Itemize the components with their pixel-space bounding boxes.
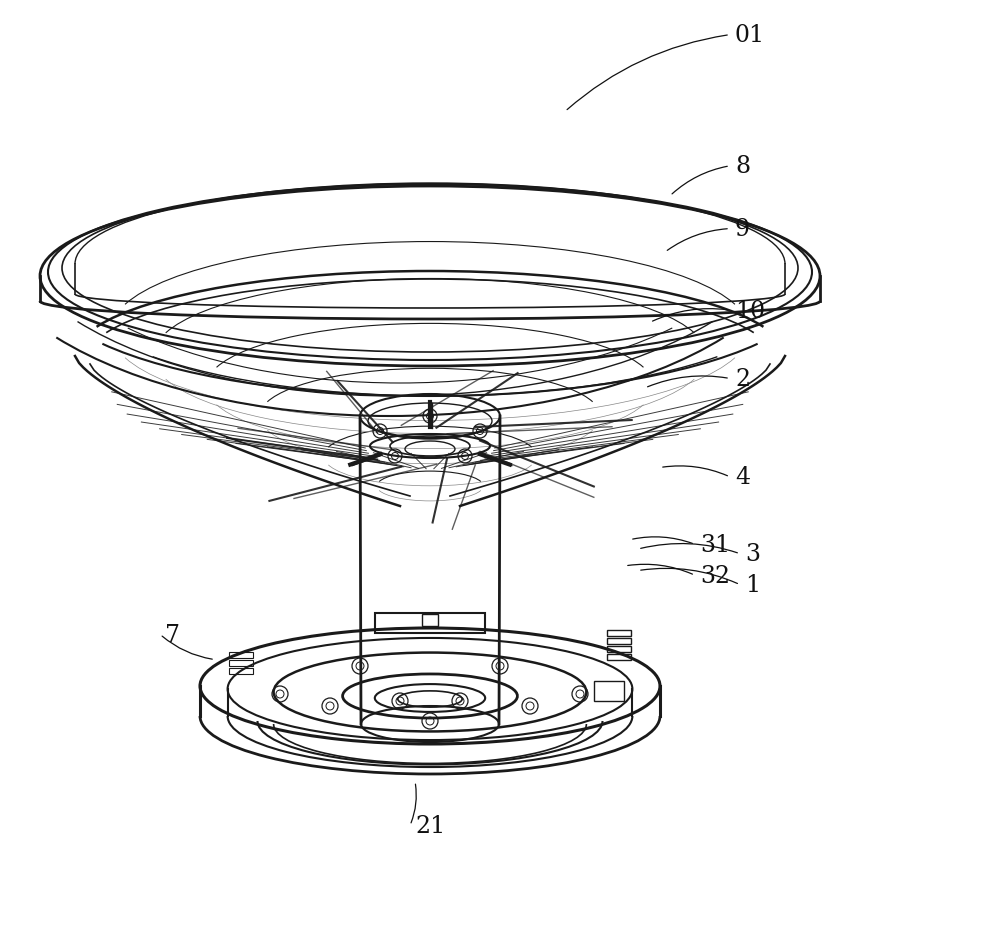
Bar	[607, 646, 631, 652]
Bar	[229, 668, 253, 675]
Bar	[607, 654, 631, 660]
Text: 9: 9	[735, 218, 750, 241]
Text: 8: 8	[735, 155, 750, 178]
Bar	[607, 630, 631, 636]
Text: 01: 01	[735, 24, 765, 47]
Text: 21: 21	[415, 814, 445, 837]
Text: 1: 1	[745, 574, 760, 596]
Text: 32: 32	[700, 564, 730, 587]
Text: 2: 2	[735, 368, 750, 390]
Text: 31: 31	[700, 534, 730, 556]
Text: 4: 4	[735, 466, 750, 489]
Bar	[229, 661, 253, 666]
Bar	[422, 614, 438, 626]
Bar	[594, 681, 624, 701]
Text: 10: 10	[735, 300, 765, 322]
Text: 7: 7	[165, 623, 180, 646]
Bar	[607, 638, 631, 644]
Text: 3: 3	[745, 543, 760, 565]
Bar	[229, 652, 253, 659]
